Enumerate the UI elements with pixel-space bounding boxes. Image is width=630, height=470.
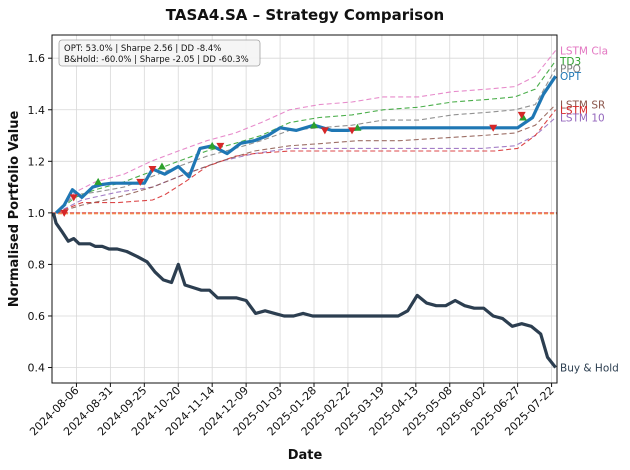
stats-buy-hold: B&Hold: -60.0% | Sharpe -2.05 | DD -60.3… bbox=[64, 55, 249, 65]
series-line-lstm-cla bbox=[55, 50, 557, 214]
x-axis-label: Date bbox=[288, 448, 323, 463]
sell-marker bbox=[60, 209, 69, 217]
sell-marker bbox=[489, 124, 498, 132]
y-tick-label: 1.6 bbox=[28, 52, 46, 65]
end-label-lstm: LSTM bbox=[560, 105, 588, 117]
y-tick-label: 1.0 bbox=[28, 207, 46, 220]
sell-marker bbox=[148, 166, 157, 174]
series-line-lstm-sr bbox=[55, 104, 556, 214]
end-label-lstm-cla: LSTM Cla bbox=[560, 45, 608, 57]
sell-marker bbox=[348, 127, 357, 135]
y-tick-label: 1.4 bbox=[28, 104, 46, 117]
stats-box: OPT: 53.0% | Sharpe 2.56 | DD -8.4% B&Ho… bbox=[58, 39, 261, 67]
end-label-lstm-sr: LSTM SR bbox=[560, 100, 605, 112]
y-tick-label: 1.2 bbox=[28, 155, 46, 168]
stats-opt: OPT: 53.0% | Sharpe 2.56 | DD -8.4% bbox=[64, 44, 221, 54]
series-line-opt bbox=[54, 75, 557, 215]
grid bbox=[52, 35, 557, 383]
y-axis: 0.4 0.6 0.8 1.0 1.2 1.4 1.6 bbox=[28, 52, 52, 375]
end-label-buy-hold: Buy & Hold bbox=[560, 363, 619, 375]
y-tick-label: 0.8 bbox=[28, 258, 46, 271]
plot-frame bbox=[51, 34, 558, 384]
buy-marker bbox=[157, 162, 166, 170]
sell-marker bbox=[69, 194, 78, 202]
buy-marker bbox=[208, 141, 217, 149]
end-label-ppo: PPO bbox=[560, 64, 581, 76]
end-label-td3: TD3 bbox=[559, 56, 581, 68]
buy-marker bbox=[519, 113, 528, 121]
series-line-buy-hold bbox=[51, 212, 557, 369]
buy-marker bbox=[94, 177, 103, 185]
x-axis: 2024-08-062024-08-312024-09-252024-10-20… bbox=[27, 383, 557, 438]
buy-marker bbox=[353, 123, 362, 131]
y-axis-label: Normalised Portfolio Value bbox=[7, 111, 22, 308]
buy-marker bbox=[310, 121, 319, 129]
chart-title: TASA4.SA – Strategy Comparison bbox=[166, 6, 444, 24]
series-line-lstm bbox=[55, 109, 557, 214]
end-label-lstm-10: LSTM 10 bbox=[560, 112, 605, 124]
end-label-opt: OPT bbox=[560, 71, 582, 83]
y-tick-label: 0.4 bbox=[28, 362, 46, 375]
sell-marker bbox=[517, 111, 526, 119]
trade-markers bbox=[60, 111, 528, 217]
sell-marker bbox=[320, 127, 329, 135]
y-tick-label: 0.6 bbox=[28, 310, 46, 323]
sell-marker bbox=[136, 178, 145, 186]
sell-marker bbox=[216, 142, 225, 150]
series-line-td3 bbox=[55, 60, 557, 214]
series-layer bbox=[51, 50, 557, 369]
stats-box-frame bbox=[58, 39, 261, 67]
series-line-lstm-10 bbox=[55, 117, 556, 214]
